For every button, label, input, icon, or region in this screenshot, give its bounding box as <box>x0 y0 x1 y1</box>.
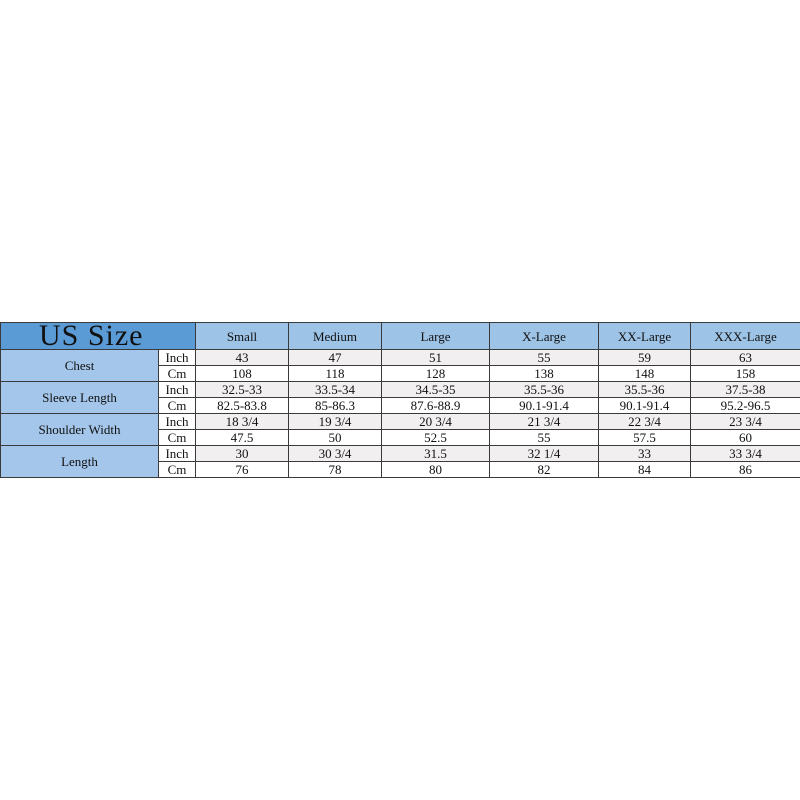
value-cell: 34.5-35 <box>381 381 490 398</box>
value-cell: 108 <box>195 365 289 382</box>
size-header: Large <box>381 322 490 350</box>
unit-cell: Inch <box>158 349 196 366</box>
value-cell: 128 <box>381 365 490 382</box>
measurement-label: Sleeve Length <box>0 381 159 414</box>
unit-cell: Cm <box>158 397 196 414</box>
size-header: XXX-Large <box>690 322 800 350</box>
value-cell: 32.5-33 <box>195 381 289 398</box>
unit-cell: Cm <box>158 429 196 446</box>
value-cell: 33 3/4 <box>690 445 800 462</box>
value-cell: 30 3/4 <box>288 445 382 462</box>
size-header: Medium <box>288 322 382 350</box>
value-cell: 30 <box>195 445 289 462</box>
size-header: X-Large <box>489 322 599 350</box>
value-cell: 22 3/4 <box>598 413 691 430</box>
table-row: Cm 76 78 80 82 84 86 <box>1 461 800 478</box>
value-cell: 148 <box>598 365 691 382</box>
value-cell: 59 <box>598 349 691 366</box>
value-cell: 95.2-96.5 <box>690 397 800 414</box>
table-row: Length Inch 30 30 3/4 31.5 32 1/4 33 33 3/4 <box>0 445 800 478</box>
value-cell: 21 3/4 <box>489 413 599 430</box>
value-cell: 43 <box>195 349 289 366</box>
measurement-label: Shoulder Width <box>0 413 159 446</box>
value-cell: 90.1-91.4 <box>598 397 691 414</box>
value-cell: 19 3/4 <box>288 413 382 430</box>
table-row: Chest Inch 43 47 51 55 59 63 <box>0 349 800 382</box>
value-cell: 31.5 <box>381 445 490 462</box>
value-cell: 85-86.3 <box>288 397 382 414</box>
unit-cell: Inch <box>158 381 196 398</box>
value-cell: 78 <box>288 461 382 478</box>
size-chart-table: US Size Small Medium Large X-Large XX-Large X… <box>0 321 800 478</box>
measurement-label: Chest <box>0 349 159 382</box>
table-row: Sleeve Length Inch 32.5-33 33.5-34 34.5-35 35… <box>0 381 800 414</box>
value-cell: 138 <box>489 365 599 382</box>
header-row: US Size Small Medium Large X-Large XX-Large X… <box>0 321 800 351</box>
measurement-label: Length <box>0 445 159 478</box>
table-title: US Size <box>0 321 196 351</box>
value-cell: 18 3/4 <box>195 413 289 430</box>
value-cell: 23 3/4 <box>690 413 800 430</box>
unit-cell: Inch <box>158 445 196 462</box>
value-cell: 90.1-91.4 <box>489 397 599 414</box>
table-row: Shoulder Width Inch 18 3/4 19 3/4 20 3/4 21 3… <box>0 413 800 446</box>
value-cell: 84 <box>598 461 691 478</box>
value-cell: 57.5 <box>598 429 691 446</box>
value-cell: 80 <box>381 461 490 478</box>
value-cell: 118 <box>288 365 382 382</box>
value-cell: 33.5-34 <box>288 381 382 398</box>
value-cell: 35.5-36 <box>598 381 691 398</box>
value-cell: 20 3/4 <box>381 413 490 430</box>
value-cell: 47 <box>288 349 382 366</box>
unit-cell: Cm <box>158 365 196 382</box>
value-cell: 51 <box>381 349 490 366</box>
value-cell: 63 <box>690 349 800 366</box>
value-cell: 52.5 <box>381 429 490 446</box>
value-cell: 33 <box>598 445 691 462</box>
value-cell: 50 <box>288 429 382 446</box>
table-row: Cm 47.5 50 52.5 55 57.5 60 <box>1 429 800 446</box>
value-cell: 55 <box>489 349 599 366</box>
value-cell: 35.5-36 <box>489 381 599 398</box>
value-cell: 158 <box>690 365 800 382</box>
value-cell: 32 1/4 <box>489 445 599 462</box>
value-cell: 87.6-88.9 <box>381 397 490 414</box>
unit-cell: Inch <box>158 413 196 430</box>
value-cell: 55 <box>489 429 599 446</box>
unit-cell: Cm <box>158 461 196 478</box>
value-cell: 82 <box>489 461 599 478</box>
value-cell: 47.5 <box>195 429 289 446</box>
value-cell: 60 <box>690 429 800 446</box>
value-cell: 76 <box>195 461 289 478</box>
value-cell: 82.5-83.8 <box>195 397 289 414</box>
size-header: XX-Large <box>598 322 691 350</box>
size-header: Small <box>195 322 289 350</box>
value-cell: 37.5-38 <box>690 381 800 398</box>
table-row: Cm 108 118 128 138 148 158 <box>1 365 800 382</box>
value-cell: 86 <box>690 461 800 478</box>
